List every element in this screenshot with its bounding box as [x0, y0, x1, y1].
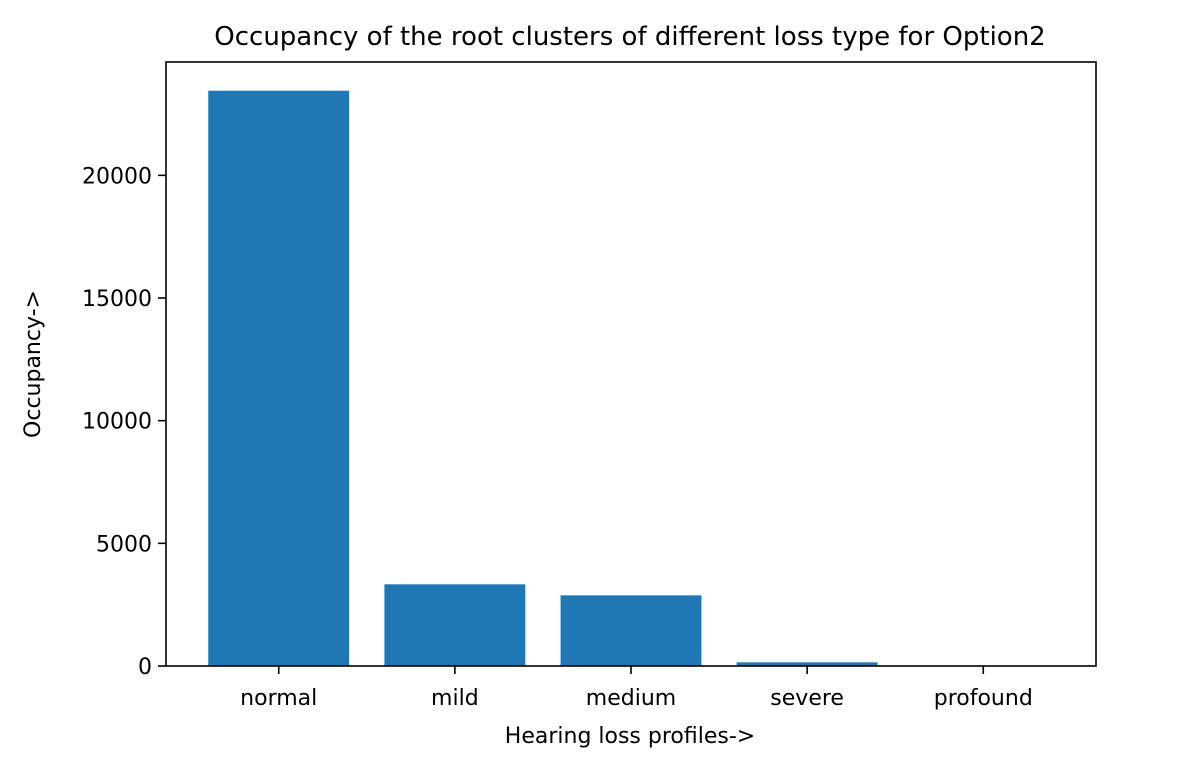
x-tick-label: profound: [934, 686, 1033, 711]
bars-group: [208, 90, 1054, 666]
y-tick-label: 0: [138, 655, 152, 680]
x-tick-label: mild: [431, 686, 479, 711]
chart-title: Occupancy of the root clusters of differ…: [214, 22, 1045, 52]
x-tick-label: normal: [240, 686, 317, 711]
bar-normal: [208, 90, 350, 666]
bar-mild: [384, 584, 526, 666]
x-tick-label: severe: [770, 686, 844, 711]
y-tick-label: 10000: [82, 410, 152, 435]
bar-severe: [736, 662, 878, 666]
y-axis-label: Occupancy->: [21, 290, 46, 438]
y-tick-label: 20000: [82, 164, 152, 189]
plot-frame: [165, 61, 1097, 667]
x-tick-label: medium: [586, 686, 676, 711]
y-tick-label: 5000: [96, 532, 152, 557]
x-axis-label: Hearing loss profiles->: [505, 724, 755, 749]
y-tick-label: 15000: [82, 287, 152, 312]
x-axis-ticks: normal mild medium severe profound: [240, 666, 1033, 711]
bar-medium: [560, 595, 702, 666]
y-axis-ticks: 0 5000 10000 15000 20000: [82, 164, 166, 680]
